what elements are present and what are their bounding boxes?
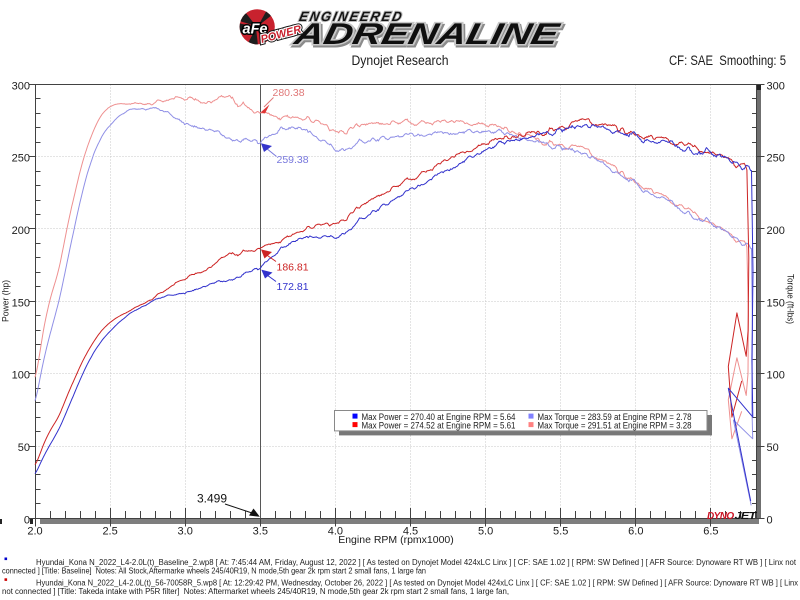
svg-text:300: 300 — [767, 80, 785, 92]
svg-text:CF: SAE Smoothing: 5: CF: SAE Smoothing: 5 — [669, 53, 786, 68]
svg-text:100: 100 — [767, 370, 785, 382]
svg-text:250: 250 — [12, 153, 30, 165]
svg-text:50: 50 — [767, 442, 779, 454]
svg-text:0: 0 — [767, 514, 773, 526]
svg-text:®: ® — [272, 14, 276, 21]
svg-text:Torque (ft-lbs): Torque (ft-lbs) — [785, 274, 796, 324]
svg-text:not connected ] [Title: Takeda: not connected ] [Title: Takeda intake wi… — [2, 587, 509, 596]
svg-text:200: 200 — [12, 225, 30, 237]
svg-text:ENGINEERED: ENGINEERED — [298, 9, 405, 24]
svg-text:Max Torque = 283.59 at Engine: Max Torque = 283.59 at Engine RPM = 2.78 — [538, 412, 692, 422]
svg-text:5.0: 5.0 — [478, 526, 493, 538]
svg-text:250: 250 — [767, 153, 785, 165]
svg-text:Hyundai_Kona N_2022_L4-2.0L(t): Hyundai_Kona N_2022_L4-2.0L(t)_56-70058R… — [36, 579, 798, 588]
svg-text:DYNO: DYNO — [707, 511, 734, 522]
svg-text:ADRENALINE: ADRENALINE — [290, 18, 562, 51]
svg-text:ENGINEERED: ENGINEERED — [298, 9, 405, 24]
svg-text:300: 300 — [12, 80, 30, 92]
svg-text:150: 150 — [12, 297, 30, 309]
svg-text:172.81: 172.81 — [277, 281, 309, 293]
svg-text:5.5: 5.5 — [553, 526, 568, 538]
svg-text:0: 0 — [24, 514, 30, 526]
svg-text:2.0: 2.0 — [27, 526, 42, 538]
svg-text:Max Power = 274.52 at Engine R: Max Power = 274.52 at Engine RPM = 5.61 — [362, 420, 516, 430]
svg-text:280.38: 280.38 — [273, 87, 305, 99]
svg-text:259.38: 259.38 — [277, 154, 309, 166]
svg-text:Max Torque = 291.51 at Engine: Max Torque = 291.51 at Engine RPM = 3.28 — [538, 420, 692, 430]
svg-text:aFe: aFe — [243, 22, 268, 38]
svg-text:Power (hp): Power (hp) — [1, 280, 12, 322]
svg-text:Engine RPM (rpmx1000): Engine RPM (rpmx1000) — [338, 534, 454, 546]
svg-text:ADRENALINE: ADRENALINE — [292, 20, 564, 53]
svg-text:150: 150 — [767, 297, 785, 309]
svg-text:50: 50 — [18, 442, 30, 454]
svg-text:100: 100 — [12, 370, 30, 382]
svg-text:3.0: 3.0 — [178, 526, 193, 538]
svg-text:ADRENALINE: ADRENALINE — [290, 18, 562, 51]
svg-text:connected ] [Title: Baseline]: connected ] [Title: Baseline] Notes: All… — [2, 567, 426, 576]
svg-text:4.0: 4.0 — [328, 526, 343, 538]
svg-text:Hyundai_Kona N_2022_L4-2.0L(t): Hyundai_Kona N_2022_L4-2.0L(t)_Baseline_… — [36, 558, 797, 567]
svg-text:Dynojet Research: Dynojet Research — [352, 53, 449, 68]
svg-text:2.5: 2.5 — [102, 526, 117, 538]
svg-text:6.0: 6.0 — [628, 526, 643, 538]
svg-text:Max Power = 270.40 at Engine R: Max Power = 270.40 at Engine RPM = 5.64 — [362, 412, 516, 422]
svg-text:aFe: aFe — [243, 22, 268, 38]
svg-text:4.5: 4.5 — [403, 526, 418, 538]
svg-text:JET: JET — [735, 511, 758, 522]
svg-text:3.5: 3.5 — [253, 526, 268, 538]
svg-text:186.81: 186.81 — [277, 262, 309, 274]
svg-text:6.5: 6.5 — [703, 526, 718, 538]
svg-text:3.499: 3.499 — [197, 492, 227, 506]
svg-text:200: 200 — [767, 225, 785, 237]
